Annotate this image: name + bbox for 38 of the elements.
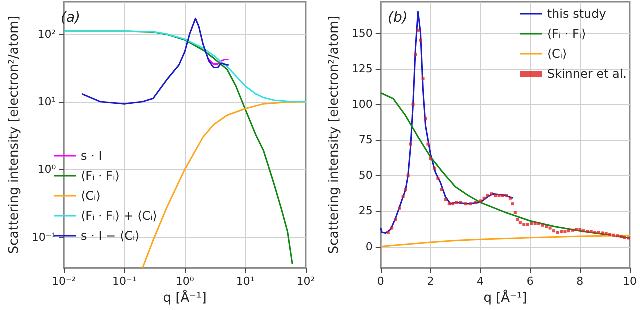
legend-label: ⟨Cᵢ⟩ <box>81 189 101 203</box>
x-tick-label: 10⁻² <box>52 275 76 288</box>
x-tick-label: 10⁻¹ <box>112 275 137 288</box>
y-tick-label: 50 <box>358 169 373 182</box>
x-tick-label: 10⁰ <box>176 275 195 288</box>
y-tick-label: 150 <box>352 26 373 40</box>
legend-label: ⟨Cᵢ⟩ <box>547 47 568 61</box>
text: (b) <box>388 10 408 26</box>
x-tick-label: 8 <box>576 275 584 288</box>
y-tick-label: 0 <box>366 240 373 254</box>
y-tick-label: 10¹ <box>38 95 56 108</box>
x-tick-label: 0 <box>377 275 384 288</box>
y-tick-label: 100 <box>352 98 373 111</box>
x-tick-label: 4 <box>477 275 484 288</box>
y-tick-label: 75 <box>358 134 373 147</box>
legend-label: Skinner et al. <box>547 67 628 81</box>
x-tick-label: 10 <box>623 275 637 288</box>
line-series <box>380 11 514 234</box>
legend-label: ⟨Fᵢ · Fᵢ⟩ + ⟨Cᵢ⟩ <box>81 209 158 223</box>
y-tick-label: 25 <box>358 204 373 218</box>
x-tick-label: 10² <box>296 275 316 288</box>
x-axis-title: q [Å⁻¹] <box>484 289 528 306</box>
legend-label: s · I − ⟨Cᵢ⟩ <box>81 229 140 243</box>
y-tick-label: 10² <box>38 28 56 41</box>
x-tick-label: 2 <box>427 275 434 288</box>
y-tick-label: 10⁰ <box>38 163 57 176</box>
x-tick-label: 6 <box>526 275 534 288</box>
legend-label: s · I <box>81 149 102 163</box>
legend-label: ⟨Fᵢ · Fᵢ⟩ <box>81 169 120 183</box>
y-tick-label: 10⁻¹ <box>32 230 56 244</box>
legend-label: this study <box>547 7 606 21</box>
legend-label: ⟨Fᵢ · Fᵢ⟩ <box>547 27 586 41</box>
y-axis-title: Scattering intensity [electron²/atom] <box>327 16 342 254</box>
y-axis-title: Scattering intensity [electron²/atom] <box>7 16 22 254</box>
x-tick-label: 10¹ <box>236 275 255 288</box>
text: (a) <box>61 10 81 26</box>
x-axis-title: q [Å⁻¹] <box>163 289 207 306</box>
y-tick-label: 125 <box>352 62 373 76</box>
